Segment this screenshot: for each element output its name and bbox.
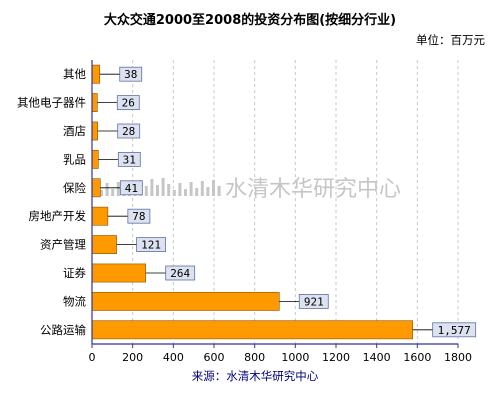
value-label-box [119,180,143,196]
category-label: 乳品 [63,152,86,166]
watermark-stripe [161,178,165,196]
category-label: 物流 [63,294,86,308]
plot-area: 水清木华研究中心 其他 38 其他电子器件 26 酒店 28 乳品 31 保险 41 房地产开发 78 资… [17,60,477,364]
value-label-box [117,151,141,167]
watermark-stripe [206,187,210,196]
category-label: 保险 [63,181,86,195]
watermark-stripe [116,182,120,196]
x-tick-label: 600 [204,351,225,364]
unit-label: 单位：百万元 [416,33,485,47]
watermark-stripe [150,179,154,196]
value-label: 921 [304,295,324,308]
watermark-stripe [189,182,193,196]
value-label-box [127,208,151,224]
watermark-stripe [156,185,159,196]
value-label: 38 [124,68,137,81]
value-label: 26 [122,97,135,110]
watermark-text: 水清木华研究中心 [225,177,401,202]
bar [91,178,101,198]
bar [91,64,101,84]
value-label-box [119,66,143,82]
value-label: 1,577 [438,324,471,337]
value-label-box [116,95,140,110]
category-label: 资产管理 [40,238,86,252]
category-label: 公路运输 [40,323,86,337]
value-label: 121 [141,239,161,252]
value-label: 28 [122,125,135,138]
value-label-box [117,123,141,139]
x-tick-label: 1400 [363,351,391,364]
category-label: 其他 [63,67,86,81]
watermark-stripe [217,186,221,196]
watermark-stripe [144,186,148,196]
value-label: 41 [125,182,138,195]
value-label: 31 [123,153,136,166]
watermark-stripe [184,189,187,196]
value-label: 264 [170,267,190,280]
value-label: 78 [132,210,145,223]
bar [91,150,99,169]
watermark-stripe [167,184,171,196]
value-label-box [432,322,477,338]
watermark-stripe [105,183,109,196]
watermark-stripe [178,183,182,196]
bar [91,206,109,226]
category-label: 房地产开发 [29,209,87,223]
value-label-box [136,237,167,253]
x-tick-label: 1800 [444,351,472,364]
bar [91,320,413,340]
category-label: 酒店 [63,124,86,138]
bar [91,93,98,112]
x-tick-label: 800 [244,351,265,364]
watermark-logo [100,178,221,196]
value-label-box [298,293,329,309]
watermark-stripe [200,181,204,196]
watermark-stripe [195,188,199,196]
x-tick-label: 1600 [403,351,431,364]
bar [91,121,98,141]
category-label: 其他电子器件 [17,96,86,110]
bar [91,235,117,254]
source-label: 来源：水清木华研究中心 [192,369,319,383]
x-tick-label: 0 [89,351,96,364]
watermark-stripe [111,189,115,196]
category-label: 证券 [63,266,86,280]
watermark-stripe [212,180,215,196]
bar [91,263,146,283]
watermark-stripe [172,190,176,196]
x-tick-label: 200 [122,351,143,364]
value-label-box [165,265,196,281]
x-tick-label: 400 [163,351,184,364]
watermark-stripe [100,190,103,196]
chart-title: 大众交通2000至2008的投资分布图(按细分行业) [104,12,396,28]
x-tick-label: 1200 [322,351,350,364]
bar [91,292,280,311]
x-tick-label: 1000 [281,351,309,364]
